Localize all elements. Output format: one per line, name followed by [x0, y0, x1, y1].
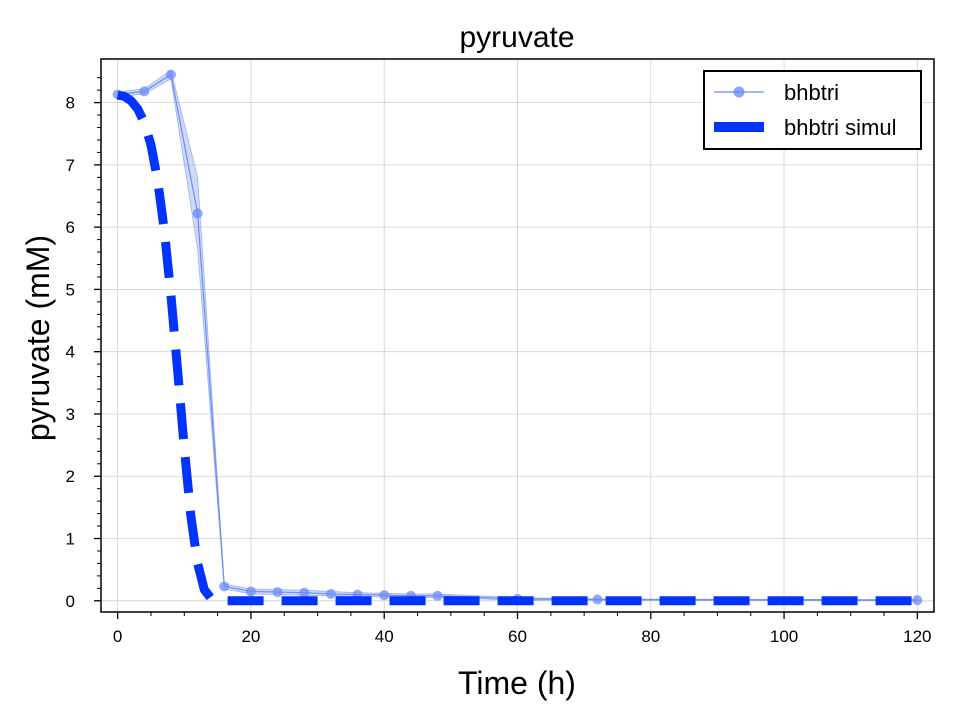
y-tick-label: 7	[66, 156, 75, 175]
legend: bhbtri bhbtri simul	[703, 70, 922, 150]
measured-point	[272, 587, 283, 598]
measured-point	[165, 69, 176, 80]
measured-point	[192, 208, 203, 219]
measured-point	[299, 587, 310, 598]
measured-point	[592, 594, 603, 605]
y-tick-label: 5	[66, 280, 75, 299]
x-tick-label: 120	[903, 627, 931, 646]
measured-point	[379, 590, 390, 601]
measured-point	[139, 86, 150, 97]
y-tick-label: 4	[66, 343, 75, 362]
y-tick-label: 8	[66, 94, 75, 113]
axis-ticks: 0 20 40 60 80 100 120 0 1 2 3 4 5 6 7 8	[66, 77, 932, 646]
y-axis-label: pyruvate (mM)	[20, 235, 56, 441]
x-tick-label: 40	[375, 627, 394, 646]
measured-point	[325, 588, 336, 599]
plot-area	[112, 69, 923, 606]
measured-point	[245, 586, 256, 597]
y-tick-label: 3	[66, 405, 75, 424]
y-tick-label: 0	[66, 592, 75, 611]
grid	[101, 59, 934, 612]
measured-point	[912, 595, 923, 606]
legend-marker-measured	[733, 86, 745, 98]
chart-title: pyruvate	[459, 21, 574, 54]
measured-point	[219, 581, 230, 592]
x-tick-label: 80	[641, 627, 660, 646]
simulated-line	[116, 90, 918, 606]
x-tick-label: 60	[508, 627, 527, 646]
x-axis-label: Time (h)	[458, 665, 576, 701]
x-tick-label: 0	[113, 627, 122, 646]
x-tick-label: 20	[241, 627, 260, 646]
y-tick-label: 1	[66, 530, 75, 549]
y-tick-label: 6	[66, 218, 75, 237]
y-tick-label: 2	[66, 467, 75, 486]
x-tick-label: 100	[770, 627, 798, 646]
legend-label-measured: bhbtri	[784, 80, 839, 105]
legend-label-simulated: bhbtri simul	[784, 115, 896, 140]
legend-box	[703, 70, 922, 150]
measured-point	[432, 590, 443, 601]
